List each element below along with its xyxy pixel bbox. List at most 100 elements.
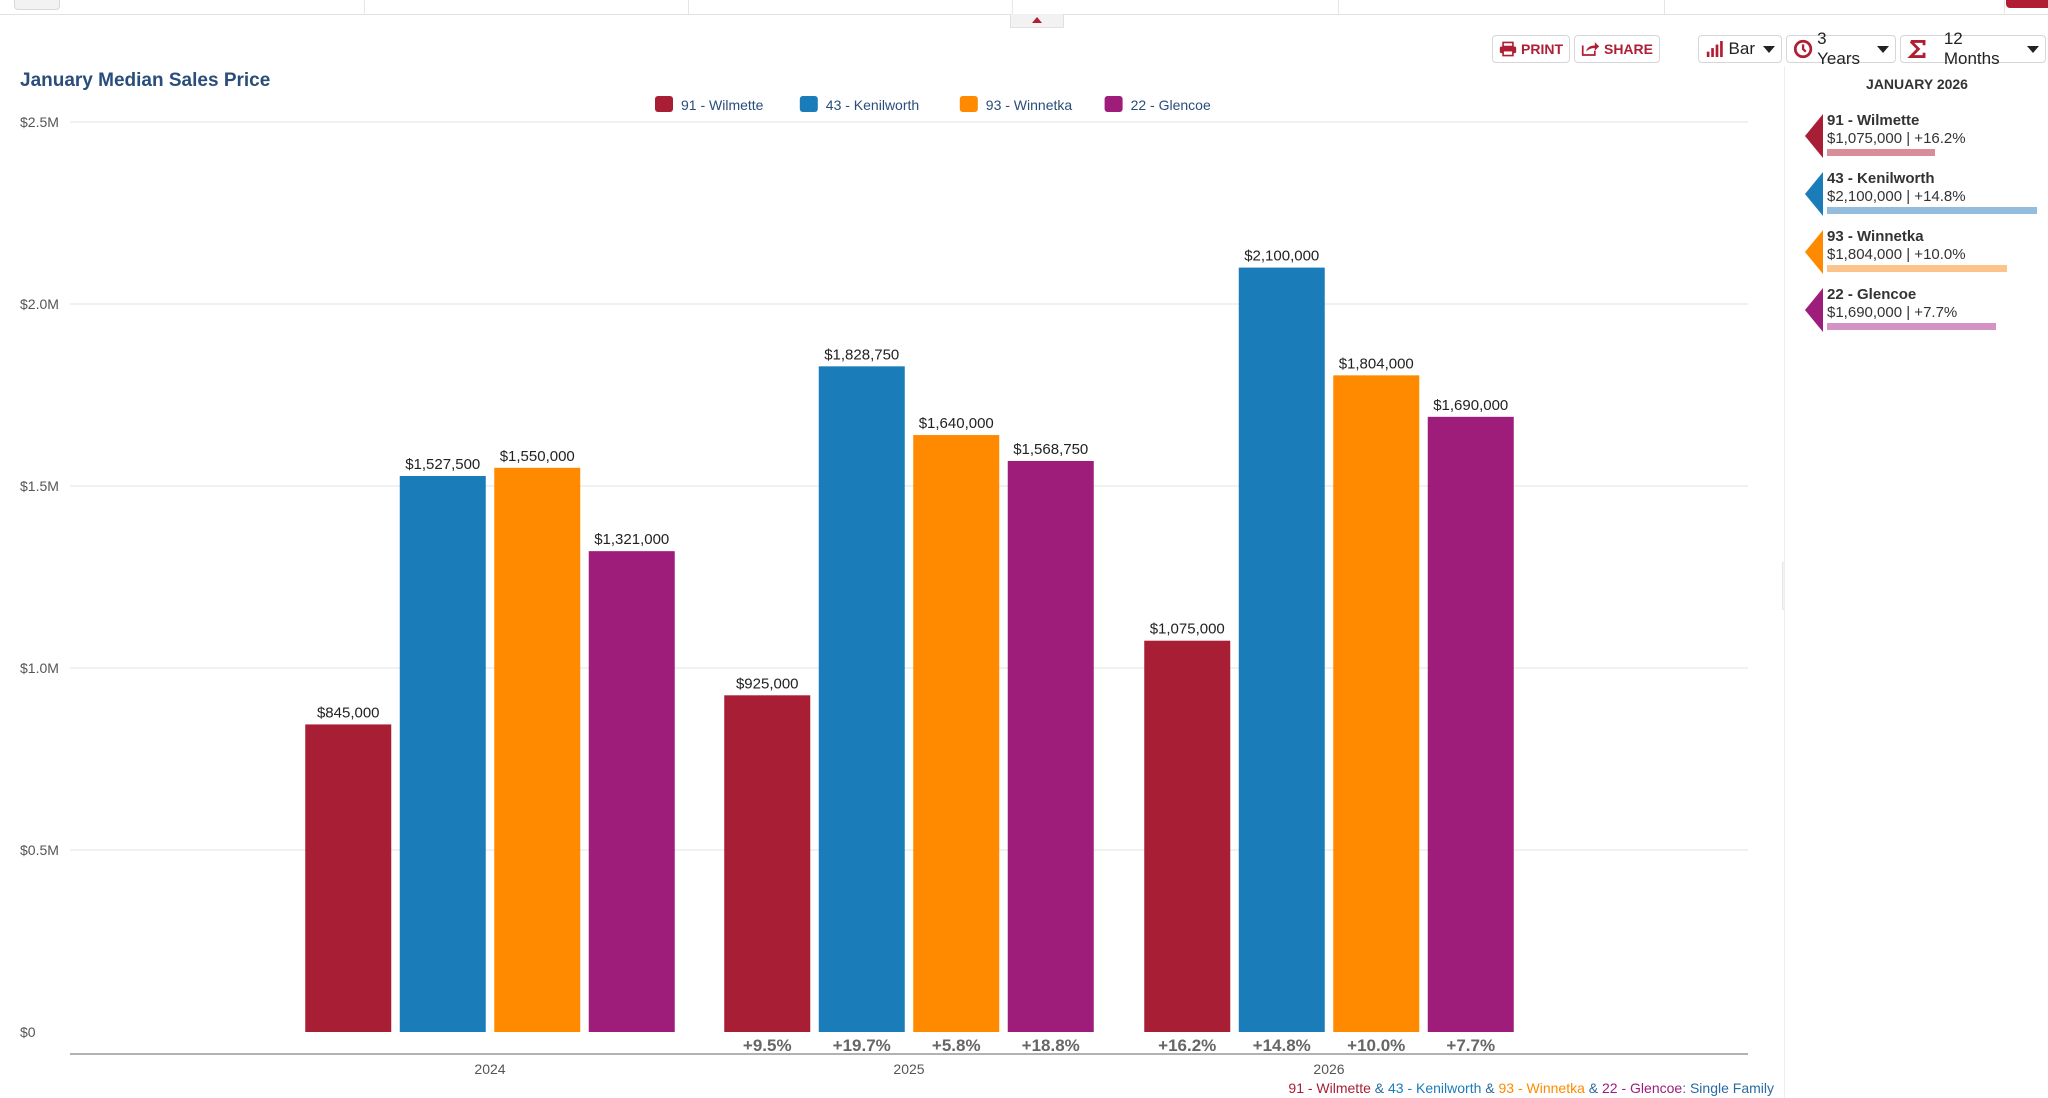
- change-label: +9.5%: [743, 1036, 792, 1055]
- footer-legend-part: : Single Family: [1682, 1080, 1774, 1096]
- bar-wilmette-2024[interactable]: [305, 724, 392, 1032]
- sigma-icon: [1907, 40, 1926, 58]
- collapse-header-toggle[interactable]: [1010, 14, 1064, 28]
- y-tick-label: $2.5M: [20, 114, 59, 130]
- series-marker-icon: [1805, 114, 1823, 158]
- footer-legend-part: 22 - Glencoe: [1602, 1080, 1683, 1096]
- series-marker-icon: [1805, 230, 1823, 274]
- clock-icon: [1793, 39, 1813, 59]
- bar-winnetka-2026[interactable]: [1333, 375, 1420, 1032]
- footer-legend-part: 91 - Wilmette: [1288, 1080, 1371, 1096]
- change-label: +18.8%: [1022, 1036, 1080, 1055]
- bar-kenilworth-2026[interactable]: [1238, 267, 1325, 1033]
- sidebar-item-value: $2,100,000 | +14.8%: [1827, 188, 1966, 205]
- period-value: 3 Years: [1817, 29, 1860, 68]
- change-label: +14.8%: [1253, 1036, 1311, 1055]
- top-strip-tab[interactable]: [1338, 0, 1665, 14]
- series-marker-icon: [1805, 172, 1823, 216]
- data-label: $925,000: [736, 675, 799, 692]
- chart-type-select[interactable]: Bar: [1698, 35, 1782, 63]
- top-strip-accent-button[interactable]: [2006, 0, 2048, 8]
- bar-winnetka-2024[interactable]: [494, 467, 581, 1032]
- change-label: +10.0%: [1347, 1036, 1405, 1055]
- footer-legend-part: &: [1584, 1080, 1603, 1096]
- sidebar-item-name: 91 - Wilmette: [1827, 112, 1920, 129]
- chevron-down-icon: [1877, 45, 1889, 53]
- y-tick-label: $1.0M: [20, 660, 59, 676]
- data-label: $1,550,000: [500, 448, 575, 465]
- bar-glencoe-2024[interactable]: [588, 551, 675, 1032]
- print-button[interactable]: PRINT: [1492, 35, 1570, 63]
- bar-chart-icon: [1706, 41, 1723, 57]
- period-select[interactable]: 3 Years: [1786, 29, 1896, 68]
- rolling-months-value: 12 Months: [1943, 29, 2000, 68]
- x-tick-label: 2025: [893, 1061, 924, 1077]
- sidebar-item-name: 43 - Kenilworth: [1827, 170, 1935, 187]
- top-strip-tab[interactable]: [1012, 0, 1339, 14]
- series-marker-icon: [1805, 288, 1823, 332]
- legend-label: 43 - Kenilworth: [826, 97, 919, 113]
- legend-item-wilmette[interactable]: 91 - Wilmette: [655, 96, 764, 113]
- y-tick-label: $0.5M: [20, 842, 59, 858]
- footer-legend-part: 93 - Winnetka: [1498, 1080, 1585, 1096]
- legend-swatch: [655, 96, 673, 112]
- top-strip-button[interactable]: [14, 0, 60, 10]
- footer-legend-part: &: [1481, 1080, 1499, 1096]
- footer-legend-part: 43 - Kenilworth: [1388, 1080, 1482, 1096]
- sidebar-item-bar: [1827, 323, 1996, 330]
- bar-wilmette-2026[interactable]: [1144, 640, 1231, 1032]
- top-strip-tab[interactable]: [60, 0, 365, 14]
- sidebar-item[interactable]: 22 - Glencoe $1,690,000 | +7.7%: [1805, 286, 2048, 336]
- data-label: $1,690,000: [1433, 397, 1508, 414]
- sidebar-item-name: 93 - Winnetka: [1827, 228, 1924, 245]
- sidebar-item[interactable]: 91 - Wilmette $1,075,000 | +16.2%: [1805, 112, 2048, 162]
- sidebar-heading: JANUARY 2026: [1866, 76, 1968, 92]
- top-strip-tab[interactable]: [364, 0, 689, 14]
- data-label: $1,828,750: [824, 346, 899, 363]
- bar-winnetka-2025[interactable]: [913, 435, 1000, 1032]
- sidebar-panel: JANUARY 2026 91 - Wilmette $1,075,000 | +…: [1784, 66, 2048, 1098]
- y-tick-label: $1.5M: [20, 478, 59, 494]
- legend-label: 91 - Wilmette: [681, 97, 764, 113]
- top-strip-tab[interactable]: [1664, 0, 2005, 14]
- sidebar-item-value: $1,690,000 | +7.7%: [1827, 304, 1958, 321]
- top-strip-tab[interactable]: [688, 0, 1013, 14]
- data-label: $1,640,000: [919, 415, 994, 432]
- rolling-months-select[interactable]: 12 Months: [1900, 29, 2046, 68]
- bar-chart: $0 $0.5M $1.0M $1.5M $2.0M $2.5M 91 - Wilmett…: [20, 96, 1748, 1077]
- bar-wilmette-2025[interactable]: [724, 695, 811, 1032]
- x-tick-label: 2024: [474, 1061, 505, 1077]
- footer-legend: 91 - Wilmette & 43 - Kenilworth & 93 - W…: [1288, 1080, 1774, 1096]
- sidebar-item[interactable]: 93 - Winnetka $1,804,000 | +10.0%: [1805, 228, 2048, 278]
- print-label: PRINT: [1521, 41, 1563, 57]
- legend-label: 93 - Winnetka: [986, 97, 1073, 113]
- bar-kenilworth-2024[interactable]: [399, 475, 486, 1032]
- legend-item-glencoe[interactable]: 22 - Glencoe: [1104, 96, 1211, 113]
- sidebar-item-value: $1,804,000 | +10.0%: [1827, 246, 1966, 263]
- data-label: $845,000: [317, 704, 380, 721]
- legend-swatch: [1104, 96, 1123, 112]
- chart-title: January Median Sales Price: [20, 70, 271, 91]
- share-button[interactable]: SHARE: [1574, 35, 1660, 63]
- printer-icon: [1499, 41, 1517, 57]
- legend-item-winnetka[interactable]: 93 - Winnetka: [959, 96, 1073, 113]
- legend-item-kenilworth[interactable]: 43 - Kenilworth: [799, 96, 919, 113]
- sidebar-item-bar: [1827, 207, 2037, 214]
- sidebar-item[interactable]: 43 - Kenilworth $2,100,000 | +14.8%: [1805, 170, 2048, 220]
- bar-glencoe-2026[interactable]: [1427, 416, 1514, 1033]
- sidebar-item-bar: [1827, 149, 1935, 156]
- share-label: SHARE: [1603, 41, 1653, 57]
- sidebar-item-name: 22 - Glencoe: [1827, 286, 1917, 303]
- chart-type-value: Bar: [1728, 39, 1755, 58]
- footer-legend-part: &: [1370, 1080, 1388, 1096]
- data-label: $1,321,000: [594, 531, 669, 548]
- share-icon: [1581, 42, 1600, 56]
- bar-glencoe-2025[interactable]: [1007, 460, 1094, 1033]
- legend-swatch: [799, 96, 818, 112]
- change-label: +19.7%: [833, 1036, 891, 1055]
- bar-kenilworth-2025[interactable]: [818, 366, 905, 1033]
- data-label: $1,804,000: [1339, 355, 1414, 372]
- y-tick-label: $2.0M: [20, 296, 59, 312]
- chevron-down-icon: [2027, 45, 2039, 53]
- data-label: $1,568,750: [1013, 441, 1088, 458]
